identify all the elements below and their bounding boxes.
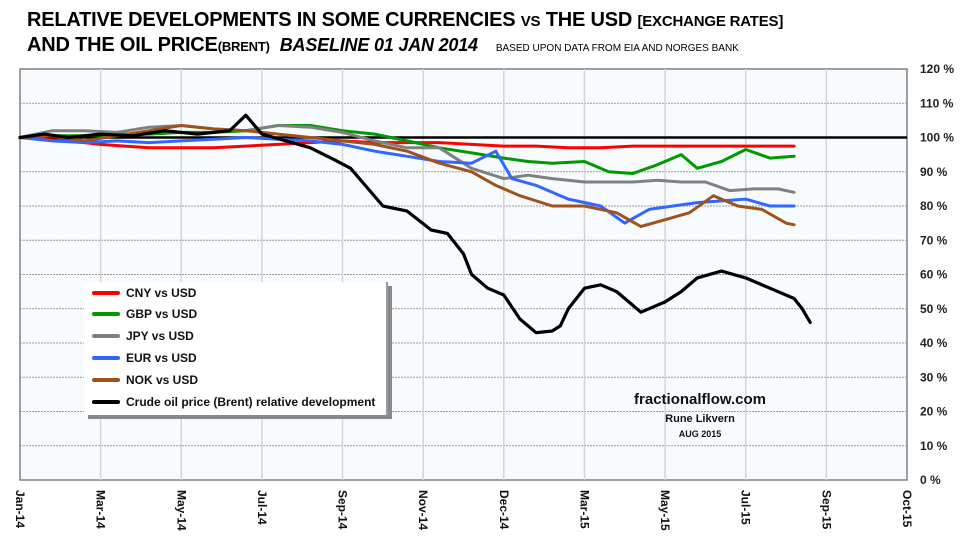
chart-title-line1: RELATIVE DEVELOPMENTS IN SOME CURRENCIES… xyxy=(27,9,783,32)
title-baseline: BASELINE 01 JAN 2014 xyxy=(279,35,478,55)
x-tick-label: Jan-14 xyxy=(13,490,27,528)
series-line-eur xyxy=(18,136,796,225)
title-brent: (BRENT) xyxy=(217,39,270,54)
y-tick-label: 40 % xyxy=(920,336,948,350)
y-tick-label: 50 % xyxy=(920,302,948,316)
y-tick-label: 20 % xyxy=(920,405,948,419)
legend-item-jpy: JPY vs USD xyxy=(92,326,194,346)
x-tick-label: Sep-14 xyxy=(336,490,350,530)
title-main: RELATIVE DEVELOPMENTS IN SOME CURRENCIES xyxy=(27,9,516,31)
series-line-gbp xyxy=(18,124,796,175)
series-line-crude xyxy=(18,113,812,335)
series-line-cny xyxy=(18,136,796,150)
legend-label: CNY vs USD xyxy=(126,286,197,300)
legend-item-cny: CNY vs USD xyxy=(92,283,196,303)
legend-item-eur: EUR vs USD xyxy=(92,348,197,368)
legend-label: JPY vs USD xyxy=(126,329,194,343)
x-tick-label: Jul-14 xyxy=(255,490,269,525)
x-tick-label: May-15 xyxy=(658,490,672,531)
title-bracket: [EXCHANGE RATES] xyxy=(637,13,784,30)
y-tick-label: 120 % xyxy=(920,62,954,76)
legend-label: GBP vs USD xyxy=(126,307,198,321)
series-line-nok xyxy=(18,124,796,228)
x-tick-label: Jul-15 xyxy=(739,490,753,525)
y-tick-label: 0 % xyxy=(920,473,941,487)
legend-label: EUR vs USD xyxy=(126,351,197,365)
legend-label: NOK vs USD xyxy=(126,373,199,387)
title-vs: VS xyxy=(520,13,541,30)
x-tick-label: Dec-14 xyxy=(497,490,511,530)
legend: CNY vs USD GBP vs USD JPY vs USD EUR vs … xyxy=(84,282,388,415)
title-oil: AND THE OIL PRICE xyxy=(27,34,218,56)
chart-title-line2: AND THE OIL PRICE(BRENT) BASELINE 01 JAN … xyxy=(27,34,739,57)
credit-site: fractionalflow.com xyxy=(634,391,766,408)
legend-item-oil: Crude oil price (Brent) relative develop… xyxy=(92,392,375,412)
x-tick-label: Oct-15 xyxy=(900,490,914,528)
y-tick-label: 70 % xyxy=(920,233,948,247)
title-usd: THE USD xyxy=(545,9,633,31)
legend-swatch-jpy xyxy=(92,334,120,338)
y-axis-ticks: 0 % 10 % 20 % 30 % 40 % 50 % 60 % 70 % 80 % 90 % 1… xyxy=(920,62,954,487)
credit-author: Rune Likvern xyxy=(665,413,735,425)
series-line-jpy xyxy=(18,124,796,194)
legend-swatch-eur xyxy=(92,356,120,360)
title-source: BASED UPON DATA FROM EIA AND NORGES BANK xyxy=(495,43,739,54)
x-axis-ticks: Jan-14 Mar-14 May-14 Jul-14 Sep-14 Nov-14 Dec-… xyxy=(13,490,914,531)
credit-date: AUG 2015 xyxy=(678,429,722,439)
legend-swatch-gbp xyxy=(92,312,120,316)
legend-label: Crude oil price (Brent) relative develop… xyxy=(126,395,376,409)
y-tick-label: 100 % xyxy=(920,131,954,145)
legend-swatch-cny xyxy=(92,291,120,295)
y-tick-label: 80 % xyxy=(920,199,948,213)
y-tick-label: 110 % xyxy=(920,96,954,110)
x-tick-label: May-14 xyxy=(174,490,188,531)
y-tick-label: 60 % xyxy=(920,268,948,282)
y-tick-label: 90 % xyxy=(920,165,948,179)
series-lines xyxy=(18,113,812,335)
legend-item-nok: NOK vs USD xyxy=(92,370,198,390)
legend-item-gbp: GBP vs USD xyxy=(92,304,197,324)
x-tick-label: Mar-14 xyxy=(94,490,108,529)
x-tick-label: Mar-15 xyxy=(577,490,591,529)
legend-swatch-oil xyxy=(92,400,120,404)
y-tick-label: 10 % xyxy=(920,439,948,453)
x-tick-label: Nov-14 xyxy=(416,490,430,530)
legend-swatch-nok xyxy=(92,378,120,382)
x-tick-label: Sep-15 xyxy=(819,490,833,530)
y-tick-label: 30 % xyxy=(920,370,948,384)
